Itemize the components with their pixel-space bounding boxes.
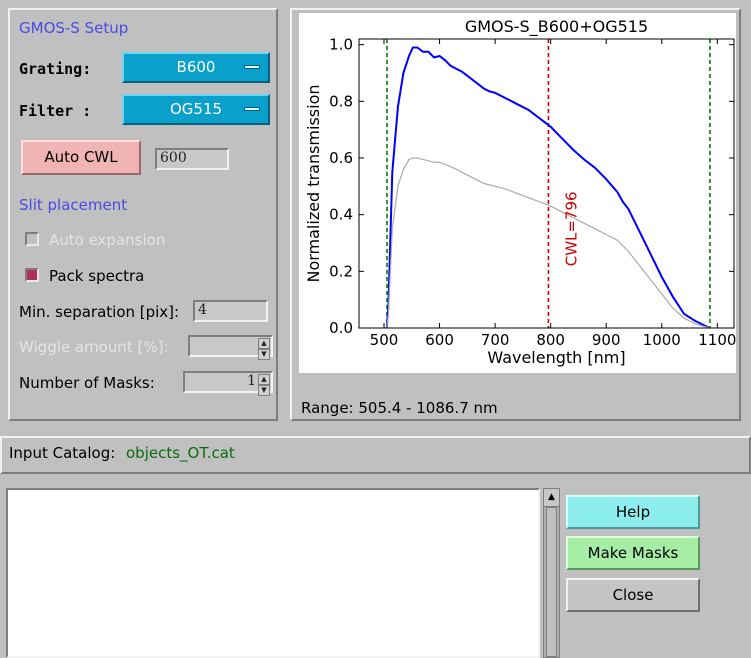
x-tick-label: 800	[536, 331, 565, 349]
cwl-field[interactable]: 600	[155, 148, 229, 170]
series-line-0	[385, 46, 711, 329]
log-textarea[interactable]	[6, 488, 540, 658]
y-tick-label: 0.8	[329, 92, 353, 110]
close-button[interactable]: Close	[566, 578, 700, 612]
spin-down-icon[interactable]: ▼	[258, 349, 270, 360]
setup-heading: GMOS-S Setup	[19, 19, 129, 37]
wiggle-amount-label: Wiggle amount [%]:	[19, 338, 169, 356]
grating-value: B600	[176, 58, 216, 76]
wiggle-amount-field[interactable]: ▲ ▼	[188, 335, 273, 360]
x-tick-label: 900	[592, 331, 621, 349]
y-axis-label: Normalized transmission	[304, 84, 323, 282]
menu-indicator-icon	[244, 107, 260, 111]
menu-indicator-icon	[244, 65, 260, 69]
y-tick-label: 0.6	[329, 149, 353, 167]
scroll-thumb[interactable]	[546, 507, 557, 657]
min-separation-field[interactable]: 4	[193, 300, 268, 322]
plot-canvas: 500 600 700 800 900 1000 1100 0.0 0.2 0.4 0.6 0.8 1.…	[299, 13, 736, 373]
number-of-masks-label: Number of Masks:	[19, 374, 155, 392]
log-scrollbar[interactable]: ▲	[543, 488, 560, 658]
x-tick-label: 500	[370, 331, 399, 349]
min-separation-label: Min. separation [pix]:	[19, 303, 180, 321]
x-axis-label: Wavelength [nm]	[487, 348, 625, 367]
catalog-value: objects_OT.cat	[126, 444, 235, 462]
setup-panel: GMOS-S Setup Grating: B600 Filter : OG51…	[8, 8, 278, 421]
spin-up-icon[interactable]: ▲	[258, 374, 270, 385]
slit-heading: Slit placement	[19, 196, 128, 214]
plot-frame	[358, 38, 735, 329]
plot-panel: 500 600 700 800 900 1000 1100 0.0 0.2 0.4 0.6 0.8 1.…	[290, 8, 741, 421]
pack-spectra-checkbox[interactable]	[25, 268, 39, 282]
number-of-masks-value: 1	[247, 373, 256, 389]
catalog-bar: Input Catalog: objects_OT.cat	[0, 436, 751, 474]
x-tick-label: 700	[481, 331, 510, 349]
auto-expansion-checkbox[interactable]	[25, 232, 39, 246]
help-button[interactable]: Help	[566, 495, 700, 529]
x-tick-label: 1100	[698, 331, 736, 349]
pack-spectra-label: Pack spectra	[49, 267, 145, 285]
make-masks-button[interactable]: Make Masks	[566, 536, 700, 570]
y-tick-label: 1.0	[329, 36, 353, 54]
filter-menu[interactable]: OG515	[122, 94, 270, 125]
auto-cwl-button[interactable]: Auto CWL	[21, 140, 141, 175]
auto-expansion-label: Auto expansion	[49, 231, 166, 249]
chart-title: GMOS-S_B600+OG515	[465, 17, 648, 37]
number-of-masks-spinner[interactable]: ▲ ▼	[258, 374, 270, 396]
x-tick-label: 600	[425, 331, 454, 349]
filter-value: OG515	[169, 100, 223, 118]
spin-down-icon[interactable]: ▼	[258, 385, 270, 396]
number-of-masks-field[interactable]: 1 ▲ ▼	[183, 371, 273, 396]
spin-up-icon[interactable]: ▲	[258, 338, 270, 349]
filter-label: Filter :	[19, 102, 92, 120]
transmission-chart: 500 600 700 800 900 1000 1100 0.0 0.2 0.4 0.6 0.8 1.…	[304, 17, 736, 367]
wiggle-spinner[interactable]: ▲ ▼	[258, 338, 270, 360]
grating-label: Grating:	[19, 60, 92, 78]
y-tick-label: 0.0	[329, 319, 353, 337]
series-line-1	[386, 157, 710, 329]
y-tick-label: 0.4	[329, 206, 353, 224]
catalog-label: Input Catalog:	[9, 444, 116, 462]
y-tick-label: 0.2	[329, 262, 353, 280]
range-text: Range: 505.4 - 1086.7 nm	[301, 399, 498, 417]
cwl-annotation: CWL=796	[562, 191, 580, 266]
x-tick-label: 1000	[643, 331, 681, 349]
scroll-up-arrow-icon[interactable]: ▲	[544, 489, 559, 507]
grating-menu[interactable]: B600	[122, 52, 270, 83]
